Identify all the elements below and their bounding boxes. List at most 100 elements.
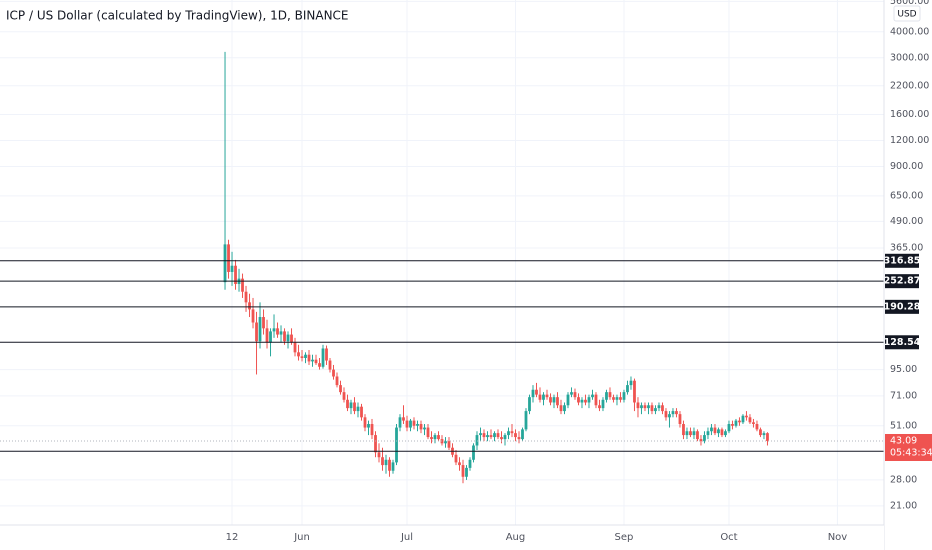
candle-body — [570, 392, 573, 395]
y-tick-label: 490.00 — [890, 216, 923, 227]
candle-body — [699, 439, 703, 442]
candle-body — [766, 433, 769, 441]
candle-body — [325, 348, 328, 361]
currency-box[interactable] — [893, 5, 921, 22]
candle-body — [346, 399, 349, 409]
candle-body — [328, 360, 332, 370]
candle-body — [682, 424, 685, 436]
candle-body — [223, 244, 227, 283]
candle-body — [367, 424, 370, 428]
candle-body — [612, 397, 615, 400]
candle-body — [409, 420, 412, 428]
y-tick-label: 900.00 — [890, 161, 923, 172]
countdown: 05:43:34 — [890, 447, 932, 458]
candle-body — [279, 331, 283, 335]
candle-body — [563, 405, 566, 412]
candle-body — [752, 422, 755, 425]
candle-body — [566, 394, 570, 406]
candle-body — [720, 429, 724, 436]
level-label: 316.85 — [884, 255, 921, 266]
candle-body — [444, 441, 447, 444]
candle-body — [629, 380, 633, 386]
candle-body — [255, 322, 258, 342]
candle-body — [689, 431, 692, 436]
candle-body — [633, 380, 636, 403]
candle-body — [706, 431, 710, 436]
candle-body — [605, 392, 608, 400]
candle-body — [647, 405, 650, 409]
candle-body — [402, 417, 405, 421]
candle-body — [360, 406, 363, 418]
candle-body — [745, 415, 748, 418]
candle-body — [321, 348, 325, 367]
candle-body — [615, 397, 619, 400]
candle-body — [475, 435, 479, 446]
candle-body — [759, 429, 762, 436]
candle-body — [430, 437, 433, 440]
candle-body — [692, 431, 696, 436]
y-tick-label: 365.00 — [890, 243, 923, 254]
y-tick-label: 21.00 — [890, 500, 917, 511]
candle-body — [447, 441, 451, 448]
y-tick-label: 1200.00 — [890, 135, 929, 146]
candle-body — [356, 406, 360, 412]
level-label: 128.54 — [884, 337, 921, 348]
candle-body — [580, 399, 584, 403]
candle-body — [640, 405, 643, 409]
candle-body — [300, 356, 304, 359]
candle-body — [468, 459, 472, 468]
y-tick-label: 28.00 — [890, 474, 917, 485]
time-axis — [0, 525, 884, 550]
candle-body — [545, 394, 549, 398]
candle-body — [423, 427, 426, 430]
candle-body — [293, 342, 297, 353]
candle-body — [727, 424, 731, 432]
candle-body — [381, 457, 384, 466]
axes: 5600.00 4000.00 3000.00 2200.00 1600.00 1200.… — [226, 0, 932, 543]
candle-body — [678, 414, 682, 425]
candle-body — [657, 405, 661, 409]
candle-body — [535, 389, 538, 395]
candle-body — [724, 431, 727, 436]
candle-body — [276, 328, 279, 335]
candle-body — [493, 433, 496, 438]
candle-body — [696, 431, 699, 440]
candle-body — [734, 420, 738, 426]
candle-body — [514, 433, 517, 438]
candle-body — [573, 392, 577, 398]
candle-body — [437, 435, 440, 440]
candle-body — [339, 385, 342, 393]
candle-body — [395, 427, 398, 463]
candle-body — [318, 363, 321, 367]
candle-body — [388, 459, 391, 471]
candle-body — [304, 354, 307, 359]
candle-body — [755, 424, 759, 430]
candle-body — [465, 467, 468, 477]
candle-body — [496, 433, 500, 438]
candle-body — [598, 405, 601, 409]
x-tick-label: Aug — [506, 532, 526, 543]
candle-body — [244, 291, 248, 303]
candle-body — [482, 433, 486, 438]
candle-body — [731, 424, 734, 426]
x-tick-label: Sep — [615, 532, 634, 543]
candle-body — [517, 437, 521, 440]
x-tick-label: 12 — [226, 532, 239, 543]
candle-body — [542, 394, 545, 400]
candle-body — [398, 417, 402, 428]
candle-body — [269, 331, 272, 343]
candle-body — [286, 334, 290, 342]
candle-body — [311, 359, 314, 362]
candle-body — [668, 414, 671, 418]
currency: USD — [897, 10, 916, 20]
candle-body — [741, 415, 745, 423]
candle-body — [230, 265, 234, 272]
candle-body — [374, 435, 377, 453]
y-tick-label: 71.00 — [890, 390, 917, 401]
candle-body — [251, 309, 255, 323]
candle-body — [500, 437, 503, 440]
candle-body — [391, 462, 395, 471]
candle-body — [531, 389, 535, 398]
y-tick-label: 1600.00 — [890, 109, 929, 120]
